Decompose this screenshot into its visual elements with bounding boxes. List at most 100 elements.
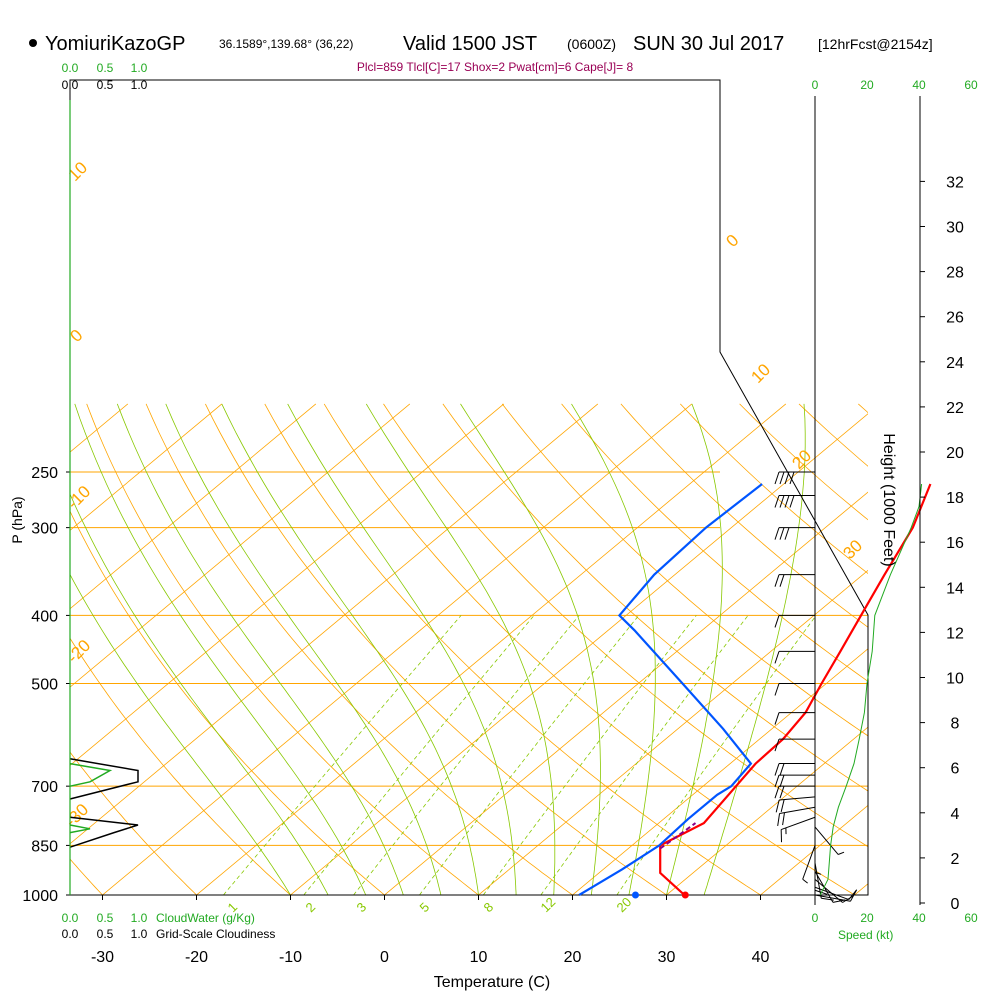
pressure-tick-label: 400 [31,608,58,625]
dry-adiabat [798,403,868,467]
wind-barb-feather [774,738,780,752]
mixing-ratio-line [616,615,817,895]
station-name: YomiuriKazoGP [45,33,185,55]
wind-barb-feather [814,889,828,895]
height-tick-label: 26 [946,310,964,327]
pressure-ticks: 250 300 400 500 700 850 1000 [22,465,58,905]
pressure-tick-label: 850 [31,838,58,855]
valid-date: SUN 30 Jul 2017 [633,33,784,55]
wind-barb [814,836,822,875]
wind-barb-feather [782,812,785,826]
isotherm-line [70,403,505,766]
height-tick-label: 18 [946,490,964,507]
mixing-ratio-label: 2 [303,899,319,915]
isotherm-line [0,404,34,910]
dry-adiabat [977,404,1000,910]
x-tick-label: -10 [279,949,302,966]
wind-barb-feather [774,786,780,799]
wind-barb [774,527,815,540]
wind-barb-half-feather [814,871,822,875]
wind-barb-feather [779,774,785,788]
height-tick-label: 16 [946,535,964,552]
dry-adiabat [145,403,574,895]
moist-adiabat [460,403,601,895]
wind-barb-feather [779,495,785,508]
dry-adiabat [86,403,480,895]
x-tick-label: 0 [380,949,389,966]
x-tick-label: -20 [185,949,208,966]
isotherm-line [195,403,787,895]
mixing-ratio-line [419,615,640,895]
wind-barb-feather [774,683,780,696]
wind-barb-feather [774,527,780,540]
pressure-tick-label: 1000 [22,888,58,905]
wind-barb-feather [775,799,780,813]
forecast-info: [12hrFcst@2154z] [818,36,933,52]
isotherm-label: -10 [63,482,94,513]
frame-ticks [66,471,70,896]
x-tick-label: 20 [564,949,582,966]
isotherm-line [853,883,868,895]
station-dot-icon [29,39,37,47]
cloudwater-tick-top: 1.0 [131,61,148,75]
mixing-ratio-line [223,615,462,895]
speed-tick-bottom: 40 [912,911,926,925]
dry-adiabat [739,403,868,521]
wind-barb-feather [774,574,780,587]
cloudwater-tick-top: 0.5 [97,61,114,75]
height-tick-label: 28 [946,265,964,282]
mixing-ratio-label: 20 [614,894,635,915]
cloudwater-tick-bottom: 1.0 [131,911,148,925]
wind-barb-feather [789,471,795,485]
dry-adiabat [323,403,856,895]
isotherm-line [70,403,599,845]
wind-barb [774,650,815,664]
wind-barb [780,816,816,843]
height-tick-label: 10 [946,671,964,688]
isotherm-line [571,648,868,895]
mixing-ratio-label: 3 [354,899,370,915]
dry-adiabat [205,403,668,895]
isotherm-line [70,403,223,531]
dry-adiabat [70,637,292,895]
height-tick-label: 20 [946,445,964,462]
cloudiness-tick-top: 0.5 [97,78,114,92]
moist-adiabat [571,403,656,895]
cloud-profiles [69,100,139,895]
mixing-ratio-lines [223,615,817,895]
dry-adiabat [264,403,762,895]
height-tick-label: 24 [946,355,964,372]
height-axis-label: Height (1000 Feet) [880,433,897,566]
wind-barb [774,785,815,799]
moist-adiabat [74,403,367,895]
height-tick-label: 2 [951,851,960,868]
wind-barb-staff [779,806,816,814]
height-tick-label: 8 [951,716,960,733]
cloudiness-upper [69,758,139,800]
wind-barb-feather [774,471,780,485]
wind-barb-feather [779,574,785,587]
pressure-tick-label: 700 [31,779,58,796]
cloud-axis-ticks: 0.0 0.0 0.0 0.0 0.5 0.5 0.5 0.5 1.0 1.0 1.0 1.0 [62,61,148,941]
speed-tick-top: 60 [964,78,978,92]
wind-barb-feather [784,495,790,508]
wind-barb [774,738,815,752]
wind-barb [774,763,815,776]
dry-adiabat [918,404,1000,910]
wind-barb-feather [842,895,854,903]
wind-barb-feather [774,712,780,725]
valid-time: Valid 1500 JST [403,33,537,55]
wind-barb [774,574,815,587]
adiabat-lines [70,403,1000,910]
height-tick-label: 14 [946,580,964,597]
cloudiness-lower [69,816,139,848]
isotherm-label: 30 [839,536,866,563]
wind-barb [774,682,815,696]
isotherm-line [70,403,317,610]
wind-speed-profile [819,483,923,896]
dry-adiabat [680,403,868,574]
cloudiness-label: Grid-Scale Cloudiness [156,927,275,941]
speed-tick-bottom: 0 [812,911,819,925]
wind-barb [774,471,815,485]
